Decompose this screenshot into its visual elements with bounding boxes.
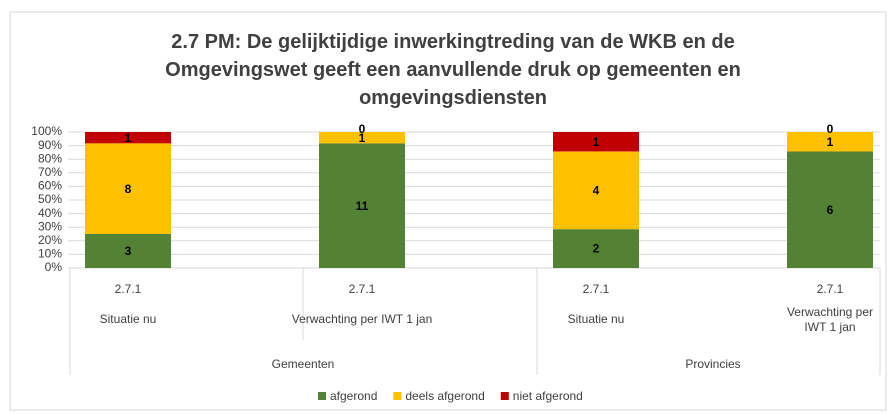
data-label: 0: [827, 122, 834, 136]
bar-segment: [787, 132, 873, 152]
data-label: 8: [125, 182, 132, 196]
bar-segment: [553, 229, 639, 268]
bar-segment: [85, 234, 171, 268]
data-label: 3: [125, 244, 132, 258]
x-subcategory-label: Verwachting per IWT 1 jan: [291, 312, 433, 326]
data-label: 4: [593, 183, 600, 197]
y-tick-label: 60%: [38, 179, 62, 193]
y-tick-label: 70%: [38, 165, 62, 179]
y-tick-label: 80%: [38, 151, 62, 165]
y-tick-label: 90%: [38, 138, 62, 152]
y-tick-label: 30%: [38, 219, 62, 233]
y-tick-label: 20%: [38, 233, 62, 247]
bar-segment: [85, 132, 171, 144]
bar-segment: [787, 151, 873, 268]
x-group-label: Gemeenten: [272, 357, 335, 371]
data-label: 11: [356, 199, 369, 213]
data-label: 2: [593, 242, 600, 256]
y-tick-label: 40%: [38, 206, 62, 220]
bar-segment: [553, 151, 639, 230]
bar-segment: [319, 143, 405, 268]
y-tick-label: 50%: [38, 192, 62, 206]
data-label: 1: [359, 131, 366, 145]
data-label: 6: [827, 203, 834, 217]
x-subcategory-label: Situatie nu: [99, 312, 157, 326]
bar-segment: [85, 143, 171, 234]
y-tick-label: 0%: [45, 260, 63, 274]
y-tick-label: 100%: [31, 124, 62, 138]
x-tick-label: 2.7.1: [349, 282, 376, 296]
x-tick-label: 2.7.1: [817, 282, 844, 296]
x-tick-label: 2.7.1: [583, 282, 610, 296]
data-label: 1: [125, 131, 132, 145]
x-subcategory-label: Situatie nu: [567, 312, 625, 326]
data-label: 1: [827, 135, 834, 149]
x-subcategory-label: Verwachting per IWT 1 jan: [786, 305, 874, 334]
x-tick-label: 2.7.1: [115, 282, 142, 296]
chart-title: 2.7 PM: De gelijktijdige inwerkingtredin…: [165, 31, 741, 109]
data-label: 1: [593, 135, 600, 149]
x-group-label: Provincies: [685, 357, 740, 371]
legend-label: niet afgerond: [513, 389, 583, 403]
legend-swatch: [393, 392, 402, 400]
legend-label: deels afgerond: [405, 389, 484, 403]
legend-swatch: [500, 392, 509, 400]
legend-label: afgerond: [330, 389, 377, 403]
bar-segment: [319, 132, 405, 144]
data-label: 0: [359, 122, 366, 136]
legend-swatch: [318, 392, 326, 400]
bar-segment: [553, 132, 639, 152]
y-tick-label: 10%: [38, 247, 62, 261]
